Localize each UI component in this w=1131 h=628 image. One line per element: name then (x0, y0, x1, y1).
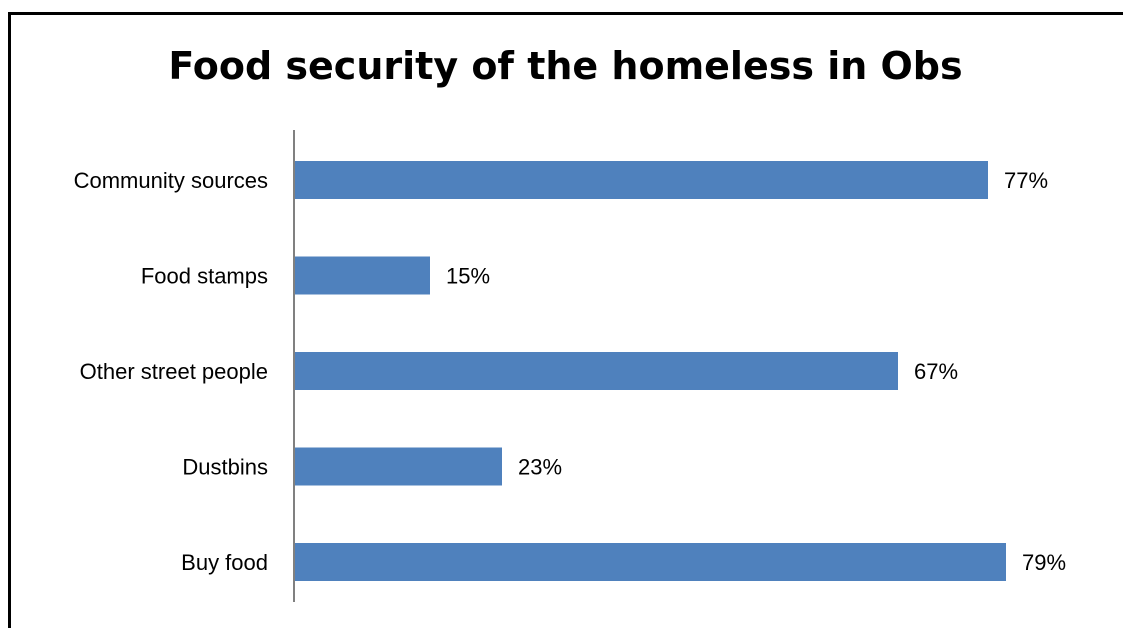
data-label: 15% (446, 264, 490, 289)
chart-border-top (8, 12, 1123, 15)
bar-other-street-people (295, 352, 898, 390)
category-label: Buy food (181, 550, 268, 575)
bar-community-sources (295, 161, 988, 199)
data-label: 79% (1022, 550, 1066, 575)
bar-buy-food (295, 543, 1006, 581)
chart-border-left (8, 12, 11, 628)
data-label: 23% (518, 455, 562, 480)
bar-food-stamps (295, 256, 430, 295)
bar-dustbins (295, 447, 502, 486)
category-label: Community sources (74, 168, 268, 193)
category-label: Dustbins (182, 455, 268, 480)
bars-layer: Community sources 77% Food stamps 15% Other … (74, 161, 1066, 581)
data-label: 67% (914, 359, 958, 384)
data-label: 77% (1004, 168, 1048, 193)
category-label: Food stamps (141, 264, 268, 289)
chart-title: Food security of the homeless in Obs (168, 44, 963, 88)
category-label: Other street people (80, 359, 268, 384)
